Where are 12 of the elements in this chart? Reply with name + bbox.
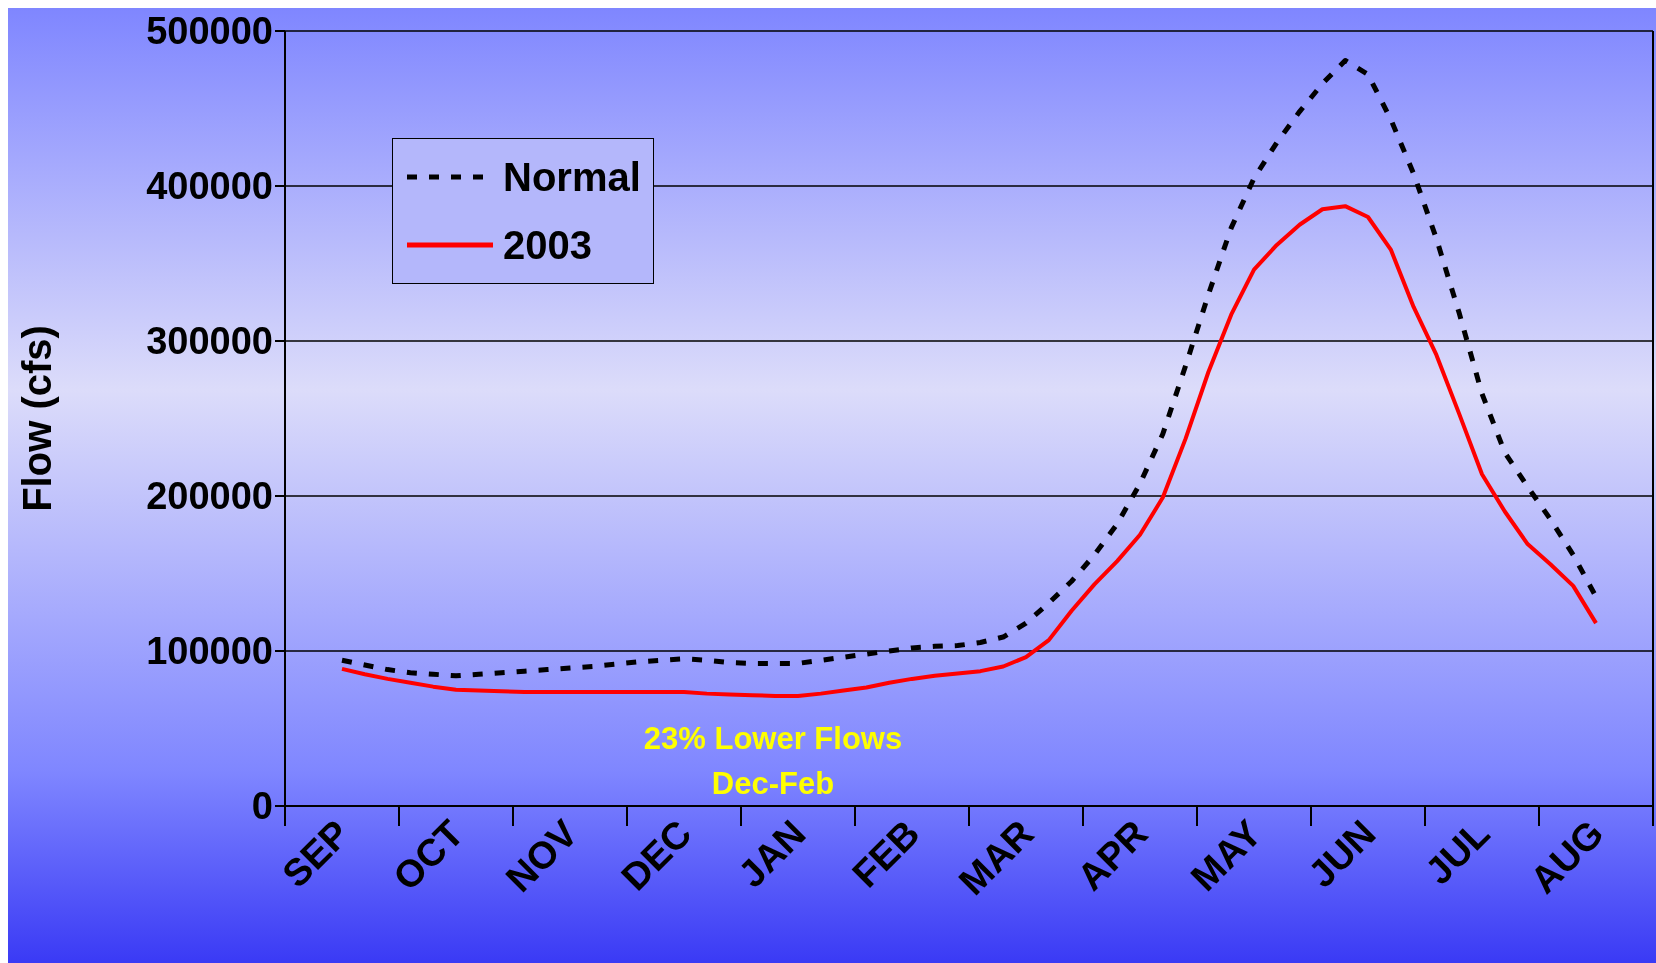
y-tick-label: 300000 [146,320,273,363]
y-tick-label: 100000 [146,630,273,673]
legend-label: 2003 [503,222,592,268]
line-series [340,204,1598,698]
y-tick-label: 500000 [146,10,273,53]
y-tick-label: 400000 [146,165,273,208]
y-tick-label: 0 [251,785,273,828]
legend-label: Normal [503,154,641,200]
y-axis-title: Flow (cfs) [15,325,60,512]
x-tick-label: JUL [1417,811,1498,893]
y-tick-label: 200000 [146,475,273,518]
annotation: 23% Lower Flows Dec-Feb [642,720,904,803]
